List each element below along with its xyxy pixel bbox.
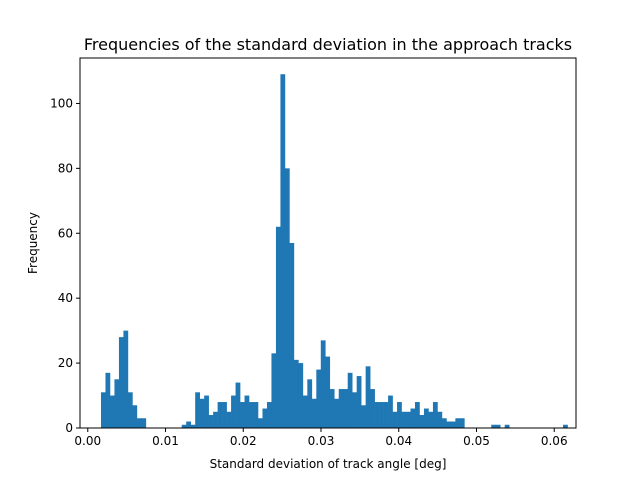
histogram-bar	[347, 372, 353, 428]
histogram-bar	[495, 424, 501, 428]
x-axis-label: Standard deviation of track angle [deg]	[210, 457, 447, 471]
histogram-bar	[226, 411, 232, 428]
histogram-bar	[343, 389, 349, 428]
histogram-bar	[504, 424, 510, 428]
histogram-bar	[356, 376, 362, 428]
histogram-bar	[428, 411, 434, 428]
x-axis-ticks: 0.00 0.01 0.02 0.03 0.04 0.05 0.06	[74, 428, 568, 448]
histogram-bar	[450, 421, 456, 428]
histogram-bar	[257, 418, 263, 428]
x-tick-label: 0.02	[230, 434, 257, 448]
histogram-bar	[190, 424, 196, 428]
histogram-bar	[208, 415, 214, 428]
histogram-bar	[132, 405, 138, 428]
histogram-bar	[109, 395, 115, 428]
histogram-bar	[365, 366, 371, 428]
histogram-bar	[114, 379, 120, 428]
y-axis-label: Frequency	[26, 212, 40, 274]
histogram-bar	[123, 330, 129, 428]
histogram-bar	[423, 408, 429, 428]
y-tick-label: 0	[65, 421, 73, 435]
histogram-bar	[136, 418, 142, 428]
histogram-bar	[329, 389, 335, 428]
histogram-bar	[244, 395, 250, 428]
histogram-bar	[181, 424, 187, 428]
histogram-bar	[392, 411, 398, 428]
histogram-bar	[280, 74, 286, 428]
histogram-bar	[249, 402, 254, 428]
histogram-bar	[459, 418, 465, 428]
histogram-bar	[374, 402, 380, 428]
x-tick-label: 0.06	[541, 434, 568, 448]
histogram-bar	[491, 424, 497, 428]
histogram-bar	[383, 402, 389, 428]
chart-title: Frequencies of the standard deviation in…	[84, 35, 572, 54]
histogram-bar	[271, 353, 277, 428]
y-axis-ticks: 0 20 40 60 80 100	[50, 96, 80, 435]
y-tick-label: 100	[50, 96, 73, 110]
histogram-bar	[334, 398, 340, 428]
histogram-bar	[410, 408, 416, 428]
histogram-bar	[437, 411, 443, 428]
histogram-bar	[379, 402, 384, 428]
y-tick-label: 80	[58, 161, 73, 175]
histogram-bar	[105, 372, 111, 428]
histogram-bar	[253, 402, 259, 428]
histogram-bar	[441, 418, 447, 428]
x-tick-label: 0.03	[308, 434, 335, 448]
histogram-bar	[307, 379, 313, 428]
histogram-bar	[204, 395, 209, 428]
histogram-bar	[222, 402, 227, 428]
y-tick-label: 40	[58, 291, 73, 305]
histogram-bar	[127, 392, 133, 428]
histogram-bar	[302, 395, 308, 428]
histogram-bars	[100, 74, 568, 428]
histogram-bar	[217, 402, 223, 428]
x-tick-label: 0.04	[385, 434, 412, 448]
y-tick-label: 60	[58, 226, 73, 240]
histogram-bar	[563, 424, 568, 428]
histogram-bar	[118, 337, 124, 428]
histogram-bar	[397, 402, 402, 428]
histogram-bar	[311, 398, 317, 428]
histogram-bar	[266, 402, 272, 428]
histogram-bar	[262, 408, 268, 428]
histogram-bar	[199, 398, 205, 428]
plot-frame	[79, 57, 577, 429]
histogram-bar	[414, 402, 420, 428]
y-tick-label: 20	[58, 356, 73, 370]
histogram-bar	[240, 402, 245, 428]
histogram-bar	[298, 363, 304, 428]
histogram-bar	[316, 369, 322, 428]
x-tick-label: 0.01	[152, 434, 179, 448]
histogram-bar	[320, 340, 326, 428]
histogram-bar	[213, 411, 218, 428]
histogram-bar	[446, 421, 452, 428]
histogram-bar	[352, 392, 357, 428]
histogram-bar	[370, 389, 375, 428]
histogram-bar	[401, 411, 407, 428]
histogram-bar	[388, 395, 393, 428]
histogram-bar	[293, 359, 299, 428]
histogram-bar	[432, 402, 438, 428]
histogram-bar	[406, 411, 411, 428]
histogram-bar	[338, 389, 344, 428]
histogram-bar	[325, 356, 331, 428]
histogram-bar	[141, 418, 147, 428]
x-tick-label: 0.05	[463, 434, 490, 448]
histogram-bar	[275, 226, 281, 428]
histogram-bar	[455, 418, 461, 428]
histogram-bar	[100, 392, 106, 428]
x-tick-label: 0.00	[74, 434, 101, 448]
histogram-bar	[235, 382, 241, 428]
histogram-bar	[284, 168, 290, 428]
histogram-bar	[186, 421, 192, 428]
histogram-bar	[419, 415, 425, 428]
histogram-bar	[231, 395, 236, 428]
histogram-bar	[195, 392, 200, 428]
histogram-bar	[361, 405, 366, 428]
histogram-bar	[289, 243, 295, 428]
